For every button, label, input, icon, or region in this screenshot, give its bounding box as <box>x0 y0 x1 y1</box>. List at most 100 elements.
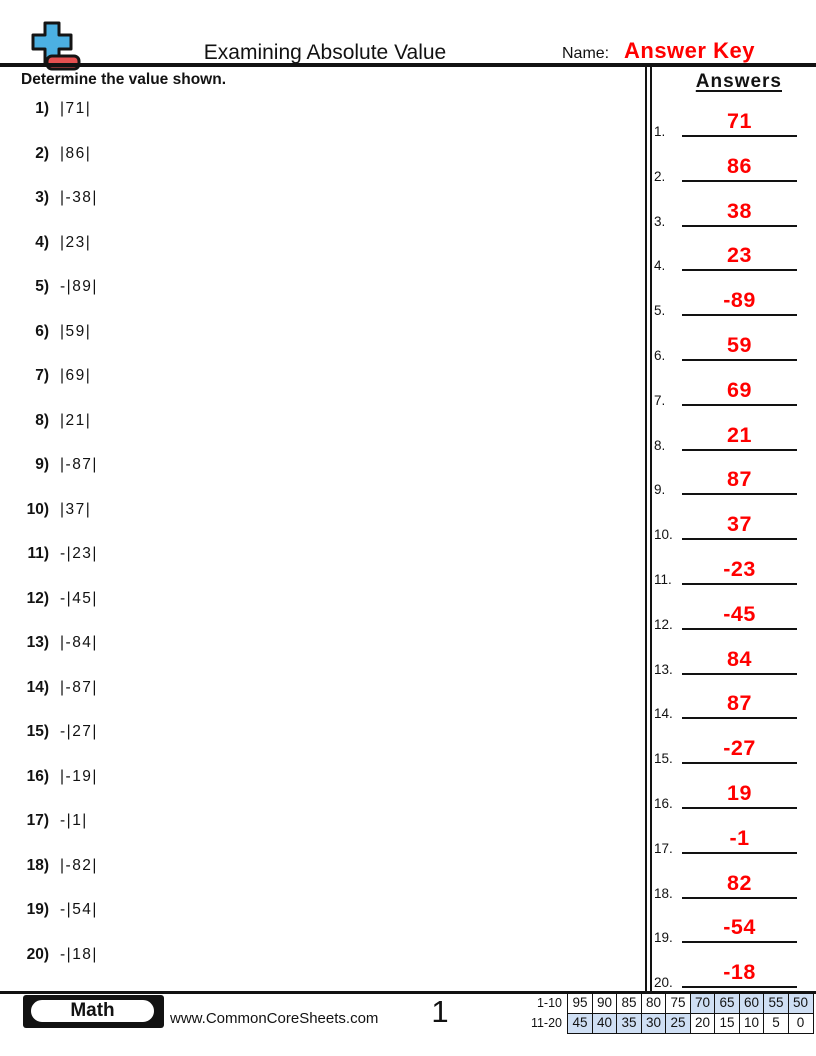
answer-value: -18 <box>723 960 756 985</box>
answer-value: 84 <box>727 646 752 671</box>
instruction-text: Determine the value shown. <box>21 71 226 88</box>
answer-number: 3. <box>654 213 666 229</box>
problem-row: 15) -|27| <box>21 723 98 745</box>
problem-row: 4) |23| <box>21 234 91 256</box>
problem-number: 4) <box>35 233 49 251</box>
problem-row: 17) -|1| <box>21 812 88 834</box>
problem-row: 20) -|18| <box>21 946 98 968</box>
problem-row: 6) |59| <box>21 323 91 345</box>
answer-value: 38 <box>727 198 752 223</box>
score-cell: 20 <box>689 1012 716 1034</box>
website-text: www.CommonCoreSheets.com <box>170 1010 379 1027</box>
score-cell: 60 <box>738 993 765 1014</box>
answer-row: 7. 69 <box>652 374 800 408</box>
score-cell: 0 <box>787 1012 814 1034</box>
problem-expression: |69| <box>60 367 92 384</box>
problem-row: 3) |-38| <box>21 189 98 211</box>
problem-expression: |21| <box>60 411 92 429</box>
answer-number: 18. <box>654 885 673 901</box>
answer-value: -1 <box>729 825 750 850</box>
score-cell: 75 <box>665 993 691 1014</box>
subject-badge: Math <box>23 995 164 1028</box>
problem-expression: -|18| <box>60 945 98 963</box>
answer-value: 37 <box>727 512 752 537</box>
answer-value: -89 <box>723 288 756 313</box>
problem-row: 12) -|45| <box>21 590 98 612</box>
problem-row: 7) |69| <box>21 367 91 389</box>
problem-number: 8) <box>35 411 49 429</box>
problem-number: 18) <box>26 856 49 874</box>
problem-expression: -|45| <box>60 589 98 607</box>
score-cell: 15 <box>714 1012 740 1034</box>
answer-value: 87 <box>727 691 752 716</box>
problem-expression: |59| <box>60 322 92 340</box>
problem-number: 10) <box>26 500 49 518</box>
answer-number: 15. <box>654 751 673 767</box>
problem-number: 17) <box>26 812 49 829</box>
problem-expression: -|23| <box>60 545 98 562</box>
answer-blank-line: 59 <box>682 332 797 361</box>
answers-column-divider <box>645 67 652 991</box>
score-row: 1-10 95 90 85 80 75 70 65 60 55 50 <box>528 993 814 1014</box>
answer-number: 8. <box>654 437 666 453</box>
problem-number: 7) <box>35 367 49 384</box>
answer-row: 2. 86 <box>652 150 800 184</box>
answer-blank-line: 69 <box>682 377 797 406</box>
subject-badge-pill: Math <box>29 998 156 1024</box>
answer-number: 16. <box>654 796 673 811</box>
problem-expression: |71| <box>60 100 92 117</box>
answer-row: 1. 71 <box>652 105 800 139</box>
answer-value: 59 <box>727 333 752 357</box>
problem-expression: |-84| <box>60 634 98 651</box>
page-number: 1 <box>431 994 449 1029</box>
problem-row: 16) |-19| <box>21 768 98 790</box>
answer-blank-line: 23 <box>682 242 797 272</box>
score-cell: 70 <box>689 993 716 1014</box>
answer-blank-line: 38 <box>682 198 797 227</box>
score-cell: 85 <box>616 993 642 1014</box>
score-cell: 55 <box>763 993 789 1014</box>
answer-blank-line: 87 <box>682 466 797 496</box>
score-range-label: 1-10 <box>536 996 562 1010</box>
answer-row: 16. 19 <box>652 777 800 811</box>
answer-blank-line: -18 <box>682 959 797 989</box>
answer-row: 12. -45 <box>652 598 800 632</box>
answer-value: 71 <box>727 109 752 133</box>
score-cell: 40 <box>591 1012 618 1034</box>
problem-number: 13) <box>26 634 49 651</box>
answer-row: 19. -54 <box>652 911 800 946</box>
problem-row: 9) |-87| <box>21 456 98 478</box>
answer-number: 6. <box>654 348 666 363</box>
answer-number: 2. <box>654 168 666 184</box>
answer-value: 69 <box>727 377 752 402</box>
answer-number: 5. <box>654 303 666 319</box>
answer-number: 4. <box>654 258 666 274</box>
problem-number: 20) <box>26 945 49 963</box>
answer-value: -45 <box>723 601 756 626</box>
score-cell: 5 <box>763 1012 789 1034</box>
answer-row: 15. -27 <box>652 732 800 767</box>
problem-expression: |-87| <box>60 678 98 696</box>
answer-number: 19. <box>654 930 673 946</box>
answer-value: 82 <box>727 870 752 895</box>
answer-blank-line: 19 <box>682 780 797 809</box>
problem-expression: |-87| <box>60 456 98 473</box>
problem-row: 1) |71| <box>21 100 91 122</box>
answer-value: 86 <box>727 153 752 178</box>
answer-number: 9. <box>654 482 666 498</box>
problem-expression: -|27| <box>60 723 98 740</box>
answer-value: 23 <box>727 243 752 268</box>
answer-value: 87 <box>727 467 752 492</box>
problem-expression: -|54| <box>60 901 98 918</box>
problem-row: 11) -|23| <box>21 545 98 567</box>
answer-blank-line: -54 <box>682 914 797 944</box>
answer-row: 8. 21 <box>652 419 800 453</box>
answer-blank-line: 86 <box>682 153 797 182</box>
score-row: 11-20 45 40 35 30 25 20 15 10 5 0 <box>528 1012 814 1034</box>
answer-blank-line: 71 <box>682 108 797 137</box>
answer-value: -54 <box>723 915 756 940</box>
answer-blank-line: -1 <box>682 825 797 854</box>
problem-expression: |37| <box>60 500 92 518</box>
answer-value: 19 <box>727 781 752 805</box>
problem-number: 15) <box>26 723 49 740</box>
